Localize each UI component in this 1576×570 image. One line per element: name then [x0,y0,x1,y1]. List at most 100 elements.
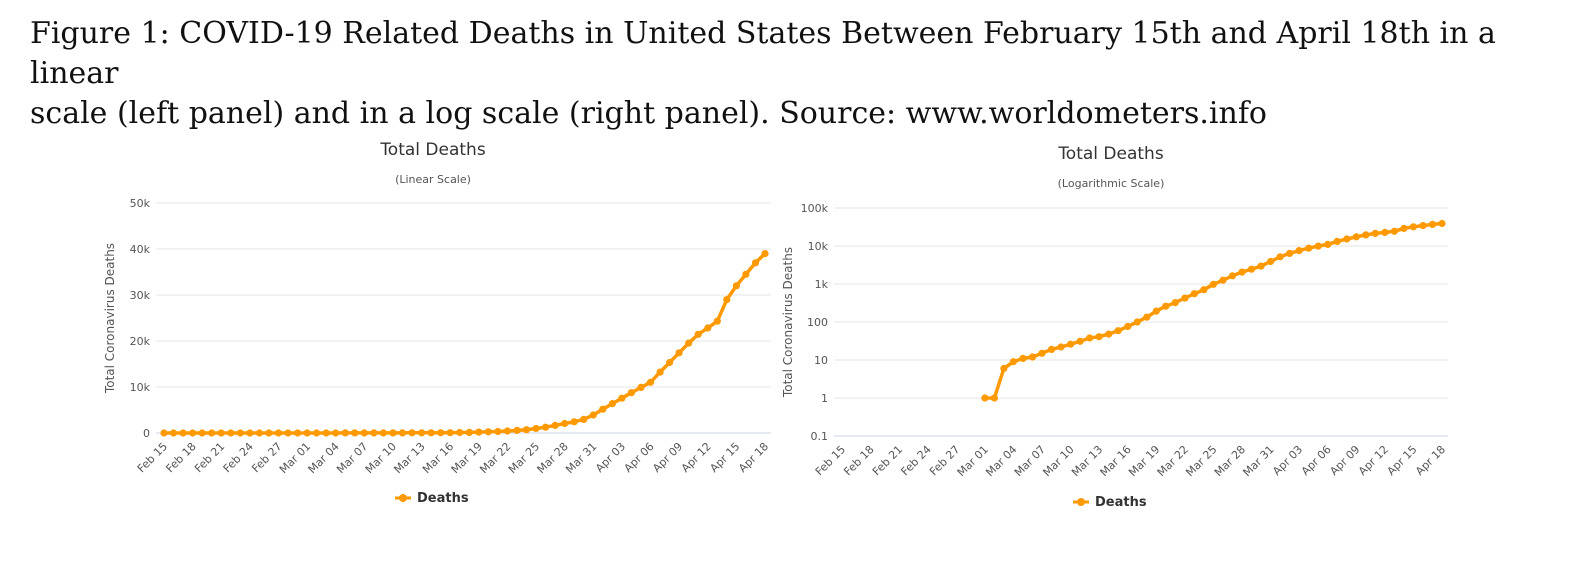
x-tick-label: Mar 04 [306,440,342,476]
x-tick-label: Feb 18 [841,443,876,478]
x-tick-label: Mar 16 [420,440,456,476]
x-tick-label: Feb 21 [192,440,227,475]
data-point [751,259,760,267]
data-point [1219,276,1227,284]
legend-marker-icon [399,494,407,502]
data-point [398,429,407,437]
data-point [1028,353,1037,361]
data-point [1067,340,1075,348]
data-point [1343,235,1351,243]
x-tick-label: Apr 18 [736,440,771,475]
data-point [513,426,521,434]
x-tick-label: Apr 03 [593,440,628,475]
figure-caption: Figure 1: COVID-19 Related Deaths in Uni… [30,14,1550,134]
legend-label: Deaths [1095,495,1147,510]
y-tick-label: 10k [808,240,829,253]
data-point [1295,247,1303,255]
data-point [294,429,302,437]
x-tick-label: Mar 01 [277,440,313,476]
data-point [1324,240,1332,248]
data-point [742,270,750,278]
data-point [189,429,197,437]
x-tick-label: Mar 31 [563,440,599,476]
data-point [255,429,263,437]
linear-chart: Total Deaths (Linear Scale) 0 10k 20k 30k 40k 5… [103,140,771,506]
data-point [723,296,731,304]
data-point [694,330,702,338]
data-point [599,405,607,413]
x-tick-label: Mar 25 [1183,443,1219,479]
data-point [1086,334,1094,342]
x-tick-label: Mar 22 [1155,443,1191,479]
x-tick-label: Mar 07 [334,440,370,476]
x-tick-label: Apr 15 [1385,443,1420,478]
x-tick-label: Feb 24 [898,443,933,478]
data-point [246,429,254,437]
data-point [1162,302,1170,310]
x-tick-label: Apr 09 [650,440,685,475]
x-tick-label: Mar 19 [449,440,485,476]
data-point [1047,345,1056,353]
data-point [981,394,989,402]
data-point [475,428,483,436]
data-point [1009,358,1017,366]
y-tick-label: 20k [130,335,151,348]
data-point [522,426,531,434]
data-point [589,411,597,419]
y-tick-label: 10k [130,381,151,394]
data-point [1105,330,1113,338]
data-point [1390,227,1398,235]
data-point [1181,294,1189,302]
legend-label: Deaths [417,491,469,506]
x-tick-label: Mar 19 [1126,443,1162,479]
data-point [1095,333,1103,341]
data-point [418,429,426,437]
data-point [1209,280,1217,288]
x-tick-label: Feb 15 [813,443,848,478]
data-point [1038,349,1046,357]
data-point [685,339,693,347]
data-point [618,394,626,402]
x-tick-label: Mar 28 [1212,443,1248,479]
y-tick-label: 100k [801,202,829,215]
x-tick-label: Mar 04 [983,443,1019,479]
x-tick-label: Mar 13 [391,440,427,476]
x-tick-label: Feb 24 [221,440,256,475]
caption-line-2: scale (left panel) and in a log scale (r… [30,96,1267,131]
data-point [1419,222,1427,230]
x-tick-label: Mar 16 [1098,443,1134,479]
data-point [990,394,998,402]
y-tick-label: 30k [130,289,151,302]
data-point [1286,249,1294,257]
data-point [446,429,454,437]
data-point [675,349,683,357]
data-point [1057,343,1065,351]
y-tick-label: 50k [130,197,151,210]
chart-subtitle: (Linear Scale) [395,173,471,186]
data-point [236,429,244,437]
data-point [1333,237,1341,245]
linear-chart-panel: Total Deaths (Linear Scale) 0 10k 20k 30k 40k 5… [100,130,780,530]
data-point [1352,233,1360,241]
data-point [169,429,178,437]
y-axis-label: Total Coronavirus Deaths [781,247,795,398]
data-point [646,378,655,386]
x-tick-label: Mar 07 [1012,443,1048,479]
data-point [503,427,511,435]
data-point [389,429,397,437]
x-tick-label: Apr 09 [1327,443,1362,478]
data-point [274,429,283,437]
series-line-deaths [984,221,1443,400]
x-tick-label: Apr 06 [622,440,657,475]
x-tick-label: Mar 22 [477,440,513,476]
data-point [1381,228,1389,236]
data-point [427,429,435,437]
data-point [627,389,636,397]
x-tick-label: Mar 28 [535,440,571,476]
data-point [341,429,349,437]
x-tick-label: Apr 18 [1413,443,1448,478]
data-point [656,368,664,376]
y-tick-label: 100 [807,316,828,329]
x-tick-label: Apr 03 [1270,443,1305,478]
data-point [1438,219,1446,228]
